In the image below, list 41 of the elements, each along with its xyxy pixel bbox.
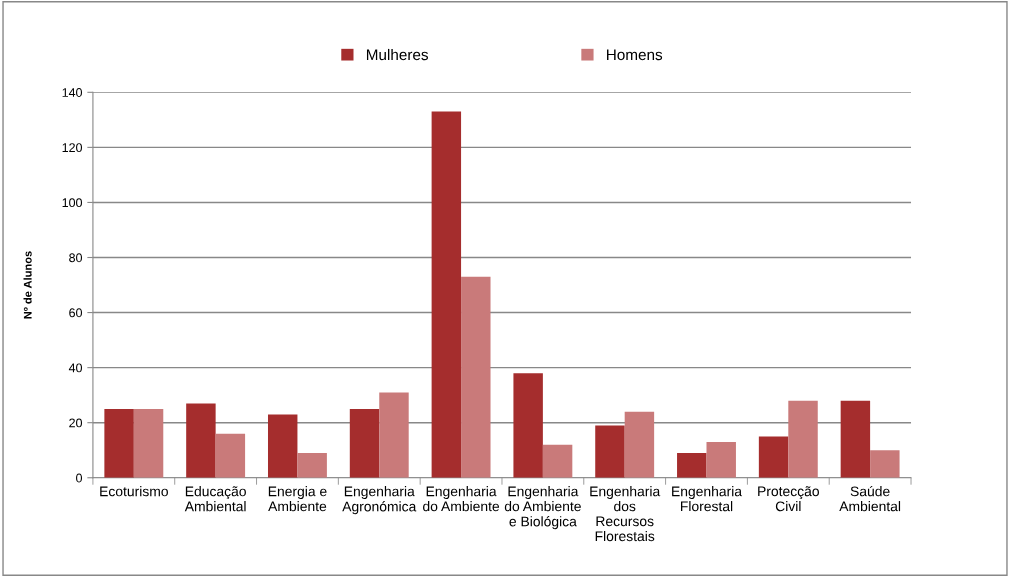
bar (624, 411, 655, 478)
y-tick-label: 140 (62, 88, 83, 97)
y-tick-label: 40 (68, 363, 83, 373)
y-tick-label: 80 (69, 253, 83, 263)
bar (840, 400, 871, 478)
bar (104, 408, 134, 478)
bar (461, 276, 491, 478)
legend-label: Mulheres (366, 48, 429, 61)
x-tick-label: Energia e Ambiente (268, 486, 327, 512)
y-axis-title: Nº de Alunos (23, 251, 32, 319)
bar (595, 425, 625, 478)
bar (513, 373, 543, 478)
x-tick-label: Engenharia dos Recursos Florestais (590, 486, 661, 542)
bar (706, 441, 736, 478)
x-tick-label: Educação Ambiental (184, 486, 246, 512)
x-tick-label: Ecoturismo (100, 486, 168, 497)
y-tick-label: 100 (62, 198, 83, 208)
bar (215, 433, 246, 478)
bar (297, 452, 327, 478)
bar (677, 452, 707, 478)
x-tick-label: Protecção Civil (758, 486, 819, 512)
y-tick-label: 0 (76, 473, 83, 483)
bar (870, 450, 900, 478)
x-tick-label: Engenharia Agronómica (342, 486, 417, 515)
x-tick-label: Engenharia do Ambiente (423, 486, 500, 512)
bar (542, 444, 573, 478)
legend-label: Homens (607, 49, 663, 61)
x-tick-label: Engenharia Florestal (672, 486, 743, 512)
bar (133, 408, 164, 478)
bar (788, 400, 818, 478)
bar (267, 414, 298, 478)
bar (349, 408, 380, 478)
bar (431, 111, 462, 478)
bar (758, 436, 789, 478)
bar (379, 392, 409, 478)
y-tick-label: 20 (69, 418, 83, 428)
y-tick-label: 60 (69, 308, 83, 318)
y-tick-label: 120 (62, 143, 83, 153)
bar (186, 403, 216, 478)
x-tick-label: Saúde Ambiental (839, 485, 901, 512)
x-tick-label: Engenharia do Ambiente e Biológica (504, 486, 581, 530)
